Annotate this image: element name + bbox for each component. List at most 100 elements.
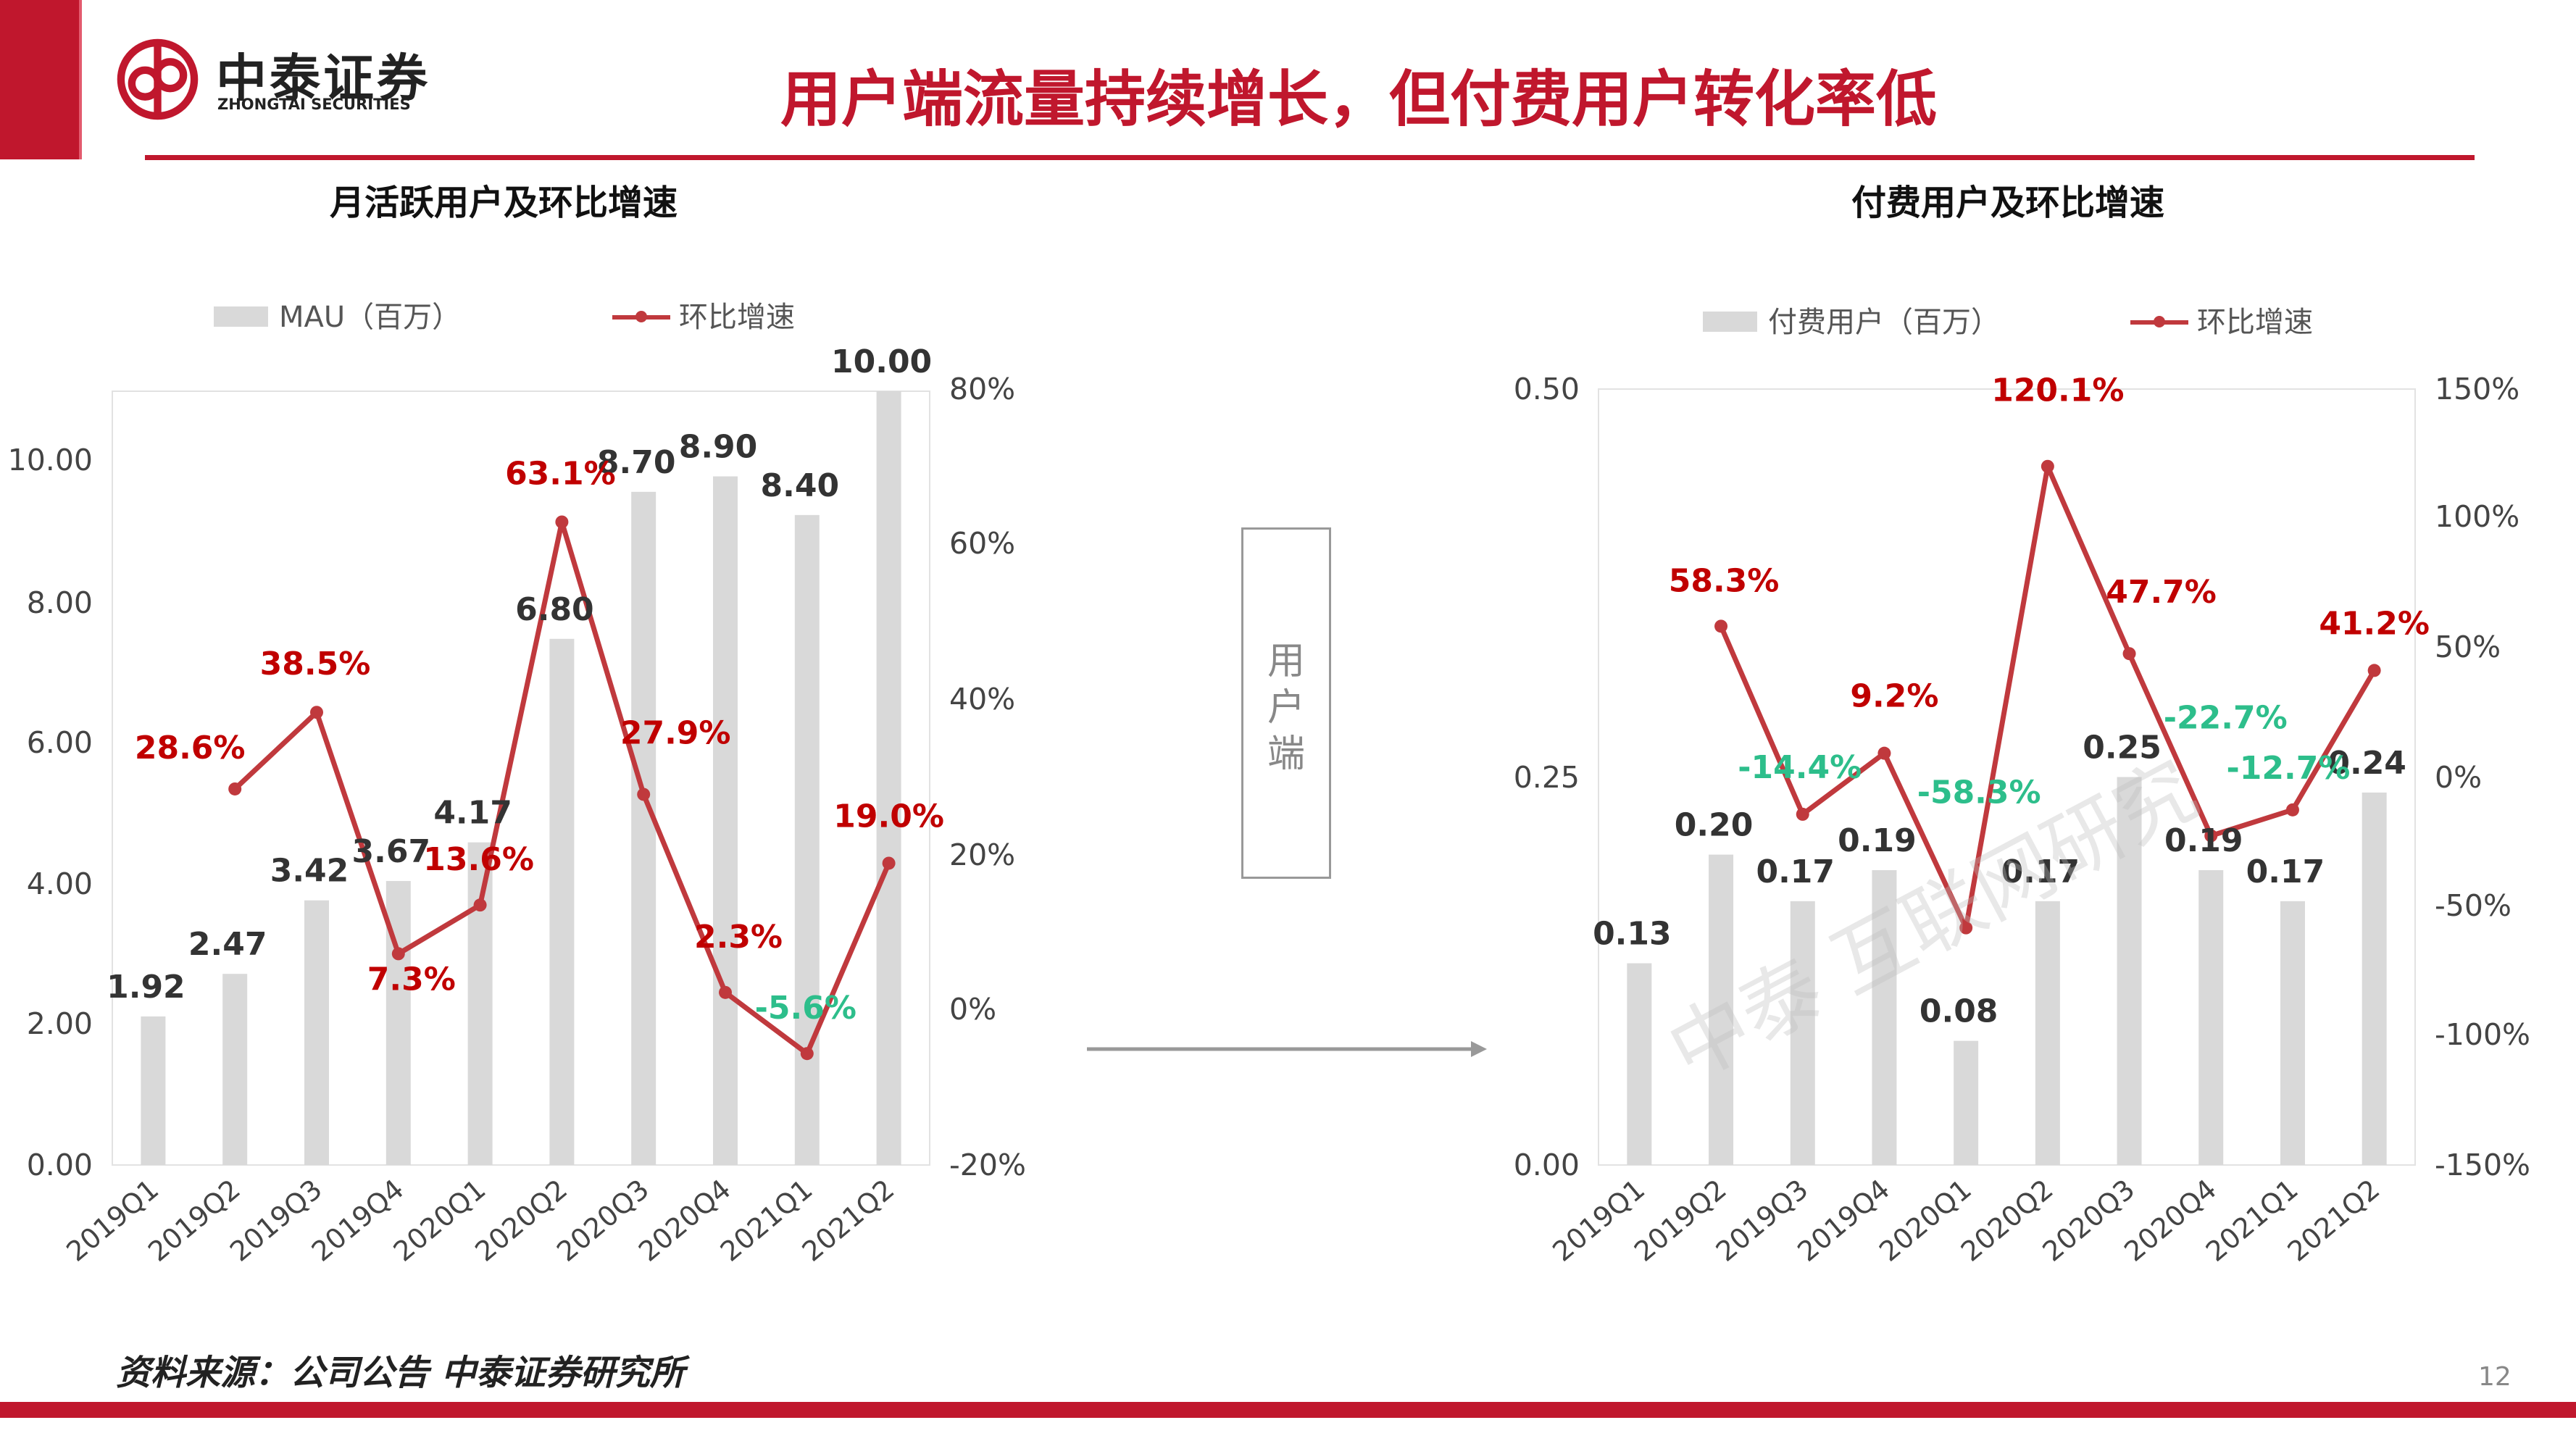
chart1-right-tick-label: 20% <box>949 838 1015 872</box>
chart1-category-label: 2019Q4 <box>306 1173 410 1268</box>
chart2-growth-value-label: -14.4% <box>1738 749 1862 786</box>
title-divider <box>145 155 2475 160</box>
chart2-right-tick-label: 150% <box>2435 372 2519 406</box>
chart2-bar <box>1790 901 1815 1165</box>
legend-line-label: 环比增速 <box>2197 306 2313 339</box>
chart1-left-tick-label: 2.00 <box>27 1006 93 1041</box>
chart2-category-label: 2019Q2 <box>1628 1173 1733 1268</box>
chart2-bar-value-label: 0.17 <box>2246 853 2325 890</box>
zhongtai-logo-icon <box>117 38 199 120</box>
chart2-right-tick-label: 100% <box>2435 499 2519 534</box>
chart1-category-label: 2019Q1 <box>60 1173 164 1268</box>
user-side-label: 用 户 端 <box>1267 640 1305 776</box>
chart2-plot-frame <box>1598 388 2416 1166</box>
chart2-growth-value-label: 41.2% <box>2319 605 2430 642</box>
page-number: 12 <box>2478 1362 2512 1392</box>
chart1-left-tick-label: 6.00 <box>27 725 93 760</box>
chart2-growth-point <box>2122 647 2136 661</box>
chart2-growth-point <box>1714 619 1728 633</box>
chart2-bar-value-label: 0.13 <box>1593 916 1672 953</box>
chart2-growth-value-label: -58.3% <box>1917 774 2041 811</box>
chart2-category-label: 2019Q4 <box>1791 1173 1896 1268</box>
chart1-left-tick-label: 10.00 <box>8 443 93 477</box>
footer-bar <box>0 1402 2576 1418</box>
chart2-growth-value-label: -22.7% <box>2164 700 2288 737</box>
chart1-bar-value-label: 2.47 <box>188 926 267 963</box>
chart1-bar-value-label: 3.67 <box>352 833 431 870</box>
chart2-category-label: 2021Q1 <box>2200 1173 2304 1268</box>
chart2-bar-value-label: 0.20 <box>1675 807 1754 844</box>
legend-line-marker <box>2154 316 2165 327</box>
chart2-left-tick-label: 0.00 <box>1514 1148 1580 1182</box>
legend-bar-swatch <box>214 306 268 327</box>
chart1-legend: MAU（百万） 环比增速 <box>214 293 851 337</box>
chart1-right-tick-label: -20% <box>949 1148 1026 1182</box>
page-title: 用户端流量持续增长，但付费用户转化率低 <box>780 64 1937 135</box>
chart2-growth-point <box>2367 664 2381 677</box>
chart2-category-label: 2020Q4 <box>2118 1173 2222 1268</box>
chart1-growth-point <box>391 947 405 961</box>
chart1-plot-frame <box>112 391 930 1166</box>
chart1-category-label: 2020Q2 <box>469 1173 573 1268</box>
chart1-bar <box>304 900 329 1165</box>
chart1-growth-point <box>228 782 242 796</box>
chart1-bar-value-label: 1.92 <box>107 969 186 1006</box>
chart1-category-label: 2021Q2 <box>796 1173 901 1268</box>
chart1-category-label: 2019Q2 <box>142 1173 246 1268</box>
chart1-bar <box>222 974 248 1165</box>
chart2-right-tick-label: 50% <box>2435 630 2501 664</box>
chart2-category-label: 2020Q3 <box>2037 1173 2141 1268</box>
chart2-bar <box>2035 901 2060 1165</box>
chart2-category-label: 2019Q3 <box>1710 1173 1814 1268</box>
chart1-growth-point <box>719 985 732 999</box>
legend-bar-swatch <box>1703 312 1757 332</box>
chart2-growth-point <box>1796 807 1809 821</box>
chart2-bar <box>2362 792 2387 1165</box>
chart2-bar <box>2117 777 2142 1165</box>
chart1-bar <box>631 491 656 1165</box>
chart2-growth-value-label: 120.1% <box>1991 372 2124 409</box>
chart2-growth-point <box>1877 746 1891 760</box>
chart1-left-tick-label: 0.00 <box>27 1148 93 1182</box>
chart1-growth-value-label: -5.6% <box>755 990 856 1027</box>
chart2-growth-point <box>2204 829 2218 843</box>
chart1-right-tick-label: 60% <box>949 526 1015 561</box>
chart2-title: 付费用户及环比增速 <box>1851 183 2165 223</box>
corner-accent <box>0 0 82 159</box>
chart2-category-label: 2020Q2 <box>1955 1173 2059 1268</box>
chart2-bar-value-label: 0.19 <box>1838 822 1917 859</box>
chart2-bar-value-label: 0.08 <box>1920 993 1998 1030</box>
chart2-legend: 付费用户（百万） 环比增速 <box>1703 298 2355 342</box>
chart1-growth-value-label: 28.6% <box>135 730 246 767</box>
chart2-bar-value-label: 0.17 <box>2001 853 2080 890</box>
legend-bar-label: MAU（百万） <box>279 301 462 334</box>
chart2-category-label: 2020Q1 <box>1873 1173 1977 1268</box>
chart2-category-label: 2021Q2 <box>2282 1173 2386 1268</box>
flow-arrow-head <box>1471 1041 1487 1057</box>
chart1-bar-value-label: 8.40 <box>761 467 840 504</box>
chart1-category-label: 2020Q4 <box>633 1173 737 1268</box>
chart1-right-tick-label: 0% <box>949 992 996 1027</box>
chart1-growth-value-label: 19.0% <box>833 798 944 835</box>
chart1-growth-value-label: 63.1% <box>505 455 616 492</box>
chart1-category-label: 2021Q1 <box>714 1173 819 1268</box>
chart2-bar-value-label: 0.19 <box>2164 822 2243 859</box>
chart2-growth-point <box>2285 803 2299 817</box>
chart2-right-tick-label: 0% <box>2435 760 2482 795</box>
chart1-bar <box>876 391 901 1165</box>
chart2-category-label: 2019Q1 <box>1546 1173 1651 1268</box>
chart2-growth-point <box>2041 459 2054 473</box>
chart1-bar-value-label: 4.17 <box>433 795 512 832</box>
chart1-bar-value-label: 8.70 <box>597 444 676 481</box>
chart1-right-tick-label: 40% <box>949 682 1015 717</box>
chart1-left-tick-label: 8.00 <box>27 585 93 620</box>
chart2-bar-value-label: 0.24 <box>2327 745 2406 782</box>
chart1-right-tick-label: 80% <box>949 372 1015 406</box>
chart1-category-label: 2020Q3 <box>551 1173 655 1268</box>
chart1-growth-point <box>310 706 323 719</box>
chart2-growth-point <box>1959 921 1973 935</box>
chart2-bar <box>1709 854 1734 1165</box>
chart1-bar <box>467 842 493 1165</box>
chart2-left-tick-label: 0.50 <box>1514 372 1580 406</box>
chart1-bar <box>141 1016 166 1165</box>
